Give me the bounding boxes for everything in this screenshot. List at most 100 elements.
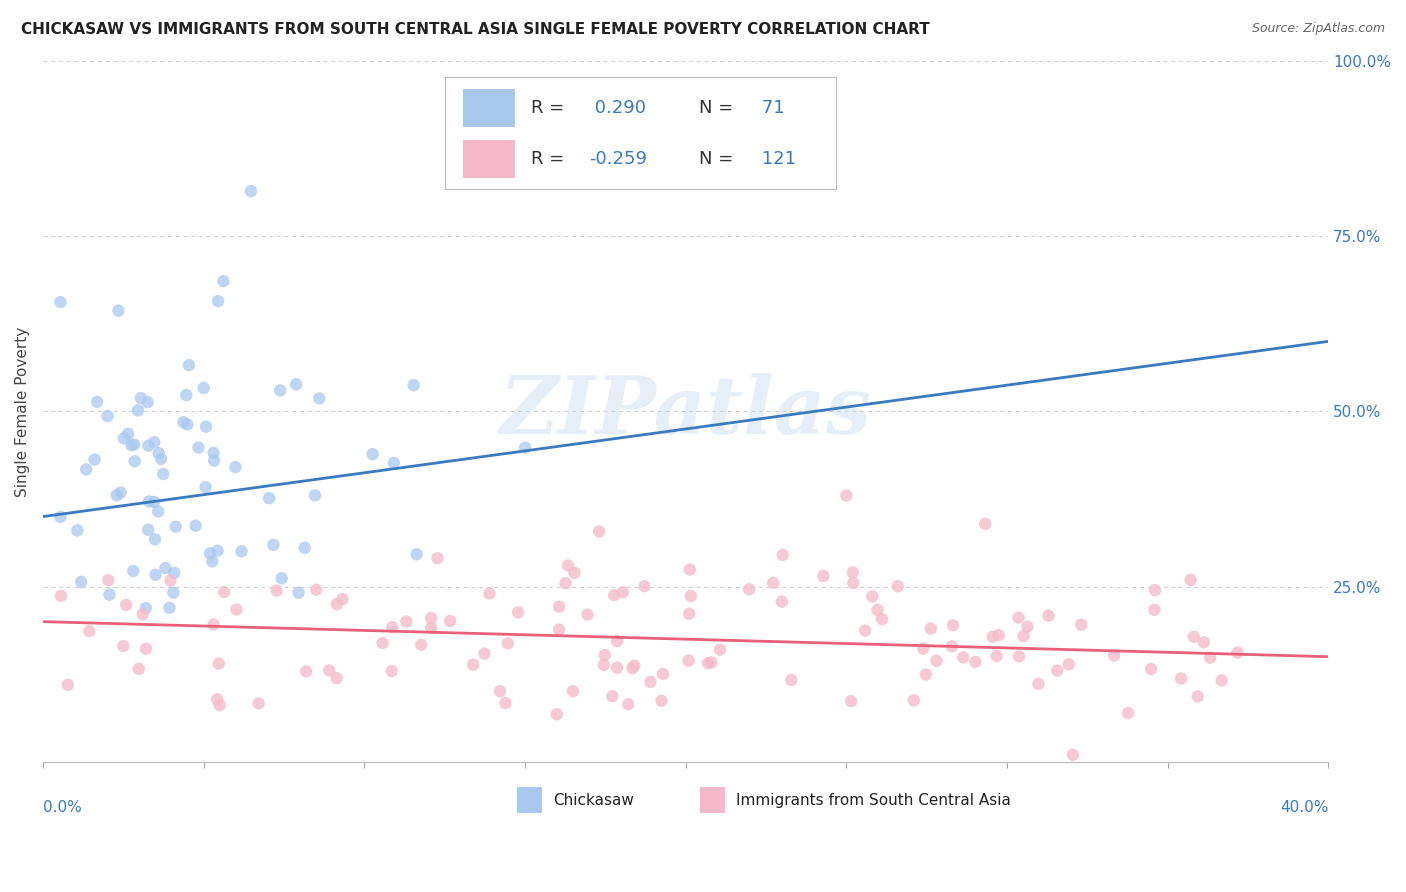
Point xyxy=(98,588,121,602)
Point xyxy=(124,454,146,468)
Point xyxy=(621,661,644,675)
Point xyxy=(117,426,139,441)
Y-axis label: Single Female Poverty: Single Female Poverty xyxy=(15,326,30,497)
Point xyxy=(606,634,628,648)
Point xyxy=(762,575,785,590)
Point xyxy=(496,636,519,650)
Point xyxy=(395,615,418,629)
Point xyxy=(205,692,228,706)
Point xyxy=(1199,650,1222,665)
Point xyxy=(548,599,571,614)
Point xyxy=(1226,646,1249,660)
Point xyxy=(1028,677,1050,691)
Point xyxy=(678,607,700,621)
Point xyxy=(122,564,145,578)
Point xyxy=(128,662,150,676)
Point xyxy=(679,589,702,603)
FancyBboxPatch shape xyxy=(446,78,837,188)
Point xyxy=(240,184,263,198)
Point xyxy=(439,614,461,628)
Point xyxy=(903,693,925,707)
Point xyxy=(1140,662,1163,676)
Point xyxy=(308,392,330,406)
Point xyxy=(588,524,610,539)
Point xyxy=(177,358,200,372)
Point xyxy=(1170,672,1192,686)
Point xyxy=(224,460,246,475)
Point xyxy=(564,566,586,580)
Point xyxy=(193,381,215,395)
Point xyxy=(548,623,571,637)
Point xyxy=(225,602,247,616)
Point xyxy=(77,624,100,638)
Point xyxy=(136,523,159,537)
Point xyxy=(576,607,599,622)
Point xyxy=(371,636,394,650)
Point xyxy=(697,657,720,671)
Text: CHICKASAW VS IMMIGRANTS FROM SOUTH CENTRAL ASIA SINGLE FEMALE POVERTY CORRELATIO: CHICKASAW VS IMMIGRANTS FROM SOUTH CENTR… xyxy=(21,22,929,37)
Point xyxy=(86,395,108,409)
Point xyxy=(295,665,318,679)
Point xyxy=(382,456,405,470)
Point xyxy=(145,567,167,582)
Point xyxy=(138,494,160,508)
Point xyxy=(269,384,291,398)
Point xyxy=(121,438,143,452)
Point xyxy=(159,600,181,615)
Point xyxy=(942,618,965,632)
Point xyxy=(49,589,72,603)
Point xyxy=(97,573,120,587)
Point xyxy=(925,654,948,668)
Point xyxy=(603,588,626,602)
Text: Chickasaw: Chickasaw xyxy=(554,793,634,807)
Point xyxy=(461,657,484,672)
Point xyxy=(593,657,616,672)
Text: 40.0%: 40.0% xyxy=(1279,800,1329,815)
Point xyxy=(194,419,217,434)
Point xyxy=(420,621,443,635)
Point xyxy=(478,586,501,600)
Point xyxy=(83,452,105,467)
Point xyxy=(1070,617,1092,632)
Point xyxy=(143,533,166,547)
Point xyxy=(420,611,443,625)
Point xyxy=(96,409,118,423)
Point xyxy=(920,622,942,636)
Point xyxy=(381,664,404,678)
Text: R =: R = xyxy=(531,99,571,117)
Text: Source: ZipAtlas.com: Source: ZipAtlas.com xyxy=(1251,22,1385,36)
Point xyxy=(489,684,512,698)
Text: -0.259: -0.259 xyxy=(589,150,647,169)
Point xyxy=(201,554,224,568)
Point xyxy=(131,607,153,622)
Point xyxy=(562,684,585,698)
Point xyxy=(513,441,536,455)
FancyBboxPatch shape xyxy=(464,89,515,128)
Text: 71: 71 xyxy=(756,99,785,117)
Point xyxy=(887,579,910,593)
Point xyxy=(162,585,184,599)
Point xyxy=(679,563,702,577)
Point xyxy=(152,467,174,481)
Point xyxy=(212,274,235,288)
Point xyxy=(612,585,634,599)
Point xyxy=(835,489,858,503)
Point xyxy=(557,558,579,573)
Point xyxy=(700,656,723,670)
Point xyxy=(122,437,145,451)
Point xyxy=(202,617,225,632)
Point xyxy=(1102,648,1125,663)
Point xyxy=(66,524,89,538)
Point xyxy=(247,697,270,711)
Point xyxy=(952,650,974,665)
Point xyxy=(75,462,97,476)
Point xyxy=(49,509,72,524)
Point xyxy=(709,642,731,657)
Point xyxy=(143,435,166,450)
Point xyxy=(600,689,623,703)
Text: N =: N = xyxy=(699,150,738,169)
Point xyxy=(361,447,384,461)
Point xyxy=(112,639,135,653)
Point xyxy=(150,452,173,467)
Point xyxy=(1038,608,1060,623)
